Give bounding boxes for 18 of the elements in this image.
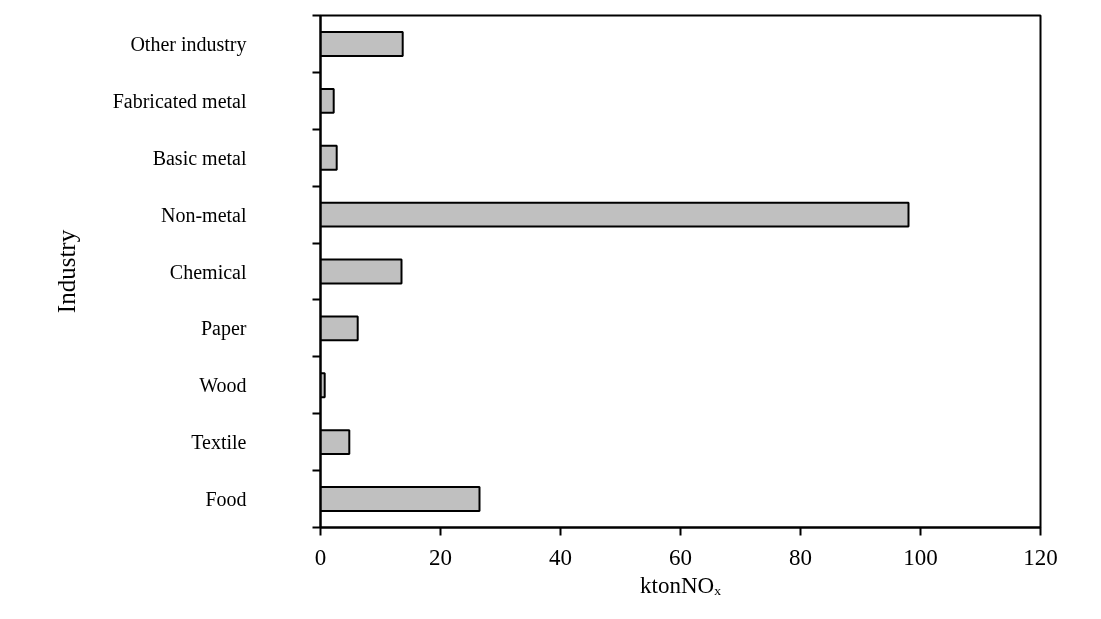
- x-tick-label: 60: [669, 544, 692, 570]
- x-tick-label: 100: [903, 544, 938, 570]
- y-tick-label: Fabricated metal: [112, 89, 247, 112]
- y-axis-title: Industry: [52, 229, 80, 314]
- x-tick-label: 120: [1023, 544, 1058, 570]
- y-tick-label: Paper: [200, 317, 247, 341]
- y-tick-label: Wood: [199, 374, 247, 397]
- y-tick-label: Non-metal: [160, 203, 247, 226]
- y-tick-label: Food: [205, 488, 247, 511]
- x-tick-label: 0: [314, 544, 327, 570]
- x-axis-title: ktonNOₓ: [640, 572, 722, 598]
- x-tick-label: 20: [429, 544, 452, 570]
- y-tick-label: Chemical: [169, 260, 247, 283]
- y-tick-label: Textile: [191, 431, 247, 454]
- x-tick-label: 40: [549, 544, 572, 570]
- x-tick-label: 80: [789, 544, 812, 570]
- y-tick-label: Basic metal: [152, 146, 247, 169]
- y-tick-label: Other industry: [130, 32, 247, 56]
